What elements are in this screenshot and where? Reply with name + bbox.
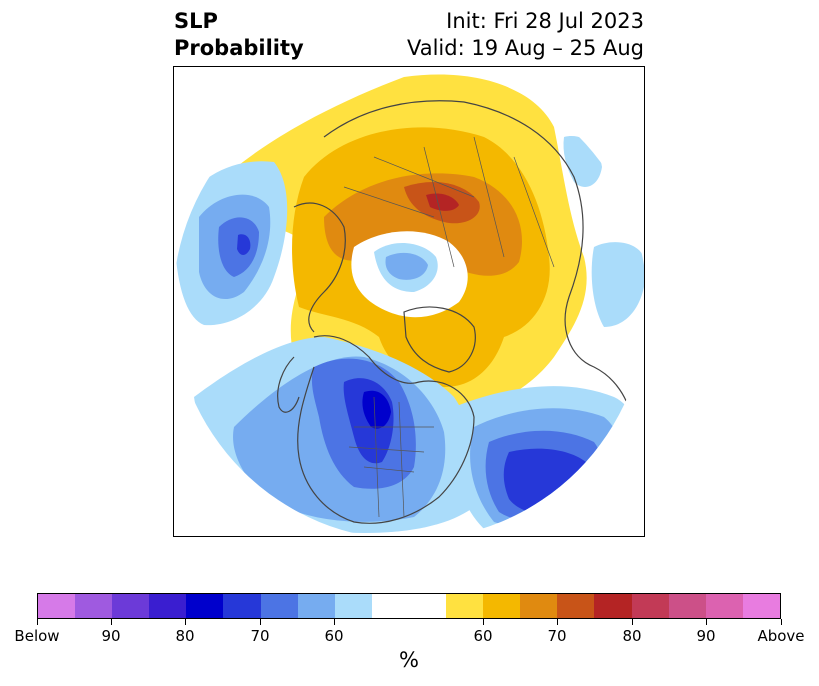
colorbar-tick-label: 60: [324, 627, 344, 645]
colorbar-segment: [446, 594, 484, 618]
colorbar-segment: [520, 594, 558, 618]
colorbar-tick-label: 80: [175, 627, 195, 645]
colorbar-segment: [297, 594, 335, 618]
map-dates: Init: Fri 28 Jul 2023 Valid: 19 Aug – 25…: [407, 8, 644, 62]
colorbar-tick: [36, 619, 38, 625]
colorbar-tick: [110, 619, 112, 625]
coast-north-america: [297, 335, 475, 524]
map-title: SLP Probability: [174, 8, 304, 62]
colorbar-segment: [260, 594, 298, 618]
colorbar-tick-label: 80: [622, 627, 642, 645]
colorbar-tick-label: 90: [101, 627, 121, 645]
colorbar-unit: %: [399, 648, 419, 672]
colorbar-segment: [334, 594, 372, 618]
borders: [343, 136, 555, 518]
colorbar-segment: [75, 594, 113, 618]
colorbar-segment: [705, 594, 743, 618]
below-region-eurasia-60: [591, 242, 644, 327]
probability-map: [173, 66, 645, 537]
colorbar-tick-label: Above: [757, 627, 805, 645]
below-region-na-80: [362, 390, 391, 429]
below-region-atl-75: [503, 448, 588, 514]
below-polar-65: [385, 252, 428, 280]
below-region-pacific-75: [237, 234, 251, 255]
valid-range: Valid: 19 Aug – 25 Aug: [406, 36, 644, 60]
colorbar-tick-label: 60: [473, 627, 493, 645]
colorbar-tick: [259, 619, 261, 625]
colorbar-tick-label: Below: [14, 627, 60, 645]
above-region-80: [426, 193, 459, 211]
colorbar-segment: [742, 594, 780, 618]
title-variable: SLP: [174, 9, 218, 33]
colorbar-tick: [631, 619, 633, 625]
colorbar-tick-label: 90: [696, 627, 716, 645]
colorbar-tick: [482, 619, 484, 625]
colorbar-tick: [184, 619, 186, 625]
colorbar-segment: [223, 594, 261, 618]
colorbar-segment: [186, 594, 224, 618]
colorbar-segment: [557, 594, 595, 618]
colorbar: [37, 593, 781, 619]
map-canvas: [174, 67, 644, 536]
colorbar-tick-label: 70: [547, 627, 567, 645]
colorbar-segment: [483, 594, 521, 618]
colorbar-segment: [594, 594, 632, 618]
colorbar-segment: [668, 594, 706, 618]
colorbar-segment: [149, 594, 187, 618]
colorbar-segment: [631, 594, 669, 618]
coastlines: [277, 100, 635, 524]
colorbar-segment: [38, 594, 76, 618]
colorbar-tick: [705, 619, 707, 625]
colorbar-tick-label: 70: [250, 627, 270, 645]
coast-europe: [293, 202, 346, 333]
coast-greenland: [403, 306, 476, 373]
colorbar-segment: [112, 594, 150, 618]
init-date: Init: Fri 28 Jul 2023: [446, 9, 644, 33]
coast-alaska: [277, 356, 300, 413]
colorbar-tick: [780, 619, 782, 625]
coast-eurasia: [323, 100, 635, 428]
colorbar-segment: [371, 594, 447, 618]
colorbar-tick: [556, 619, 558, 625]
colorbar-tick: [333, 619, 335, 625]
title-metric: Probability: [174, 36, 304, 60]
